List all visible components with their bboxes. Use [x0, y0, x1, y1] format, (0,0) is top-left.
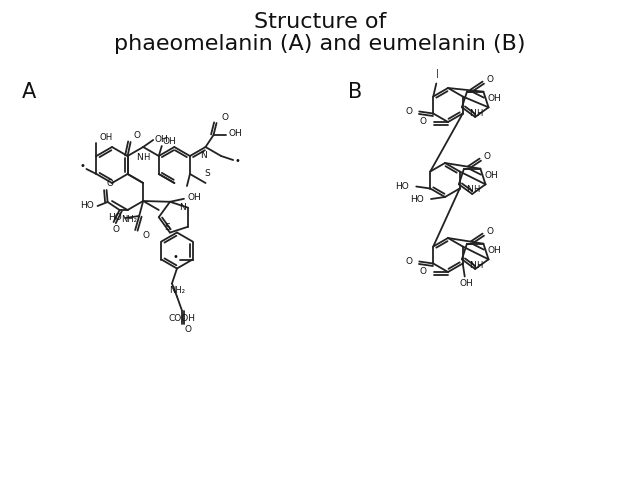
Text: O: O — [106, 180, 113, 189]
Text: O: O — [185, 325, 192, 334]
Text: O: O — [134, 132, 141, 141]
Text: N: N — [180, 203, 186, 212]
Text: OH: OH — [487, 94, 501, 103]
Text: O: O — [486, 227, 493, 236]
Text: HO: HO — [80, 201, 93, 209]
Text: N: N — [469, 108, 476, 118]
Text: OH: OH — [99, 132, 113, 142]
Text: N: N — [136, 153, 143, 161]
Text: NH₂: NH₂ — [169, 286, 185, 295]
Text: S: S — [205, 169, 211, 179]
Text: A: A — [22, 82, 36, 102]
Text: O: O — [221, 112, 228, 121]
Text: HO: HO — [396, 182, 409, 191]
Text: H: H — [476, 261, 483, 269]
Text: O: O — [142, 230, 149, 240]
Text: B: B — [348, 82, 362, 102]
Text: •: • — [234, 156, 240, 166]
Text: OH: OH — [163, 137, 177, 146]
Text: phaeomelanin (A) and eumelanin (B): phaeomelanin (A) and eumelanin (B) — [115, 34, 525, 54]
Text: HO: HO — [410, 194, 424, 204]
Text: N: N — [469, 261, 476, 269]
Text: O: O — [112, 225, 119, 233]
Text: HO: HO — [108, 213, 122, 221]
Text: O: O — [420, 267, 427, 276]
Text: N: N — [200, 152, 207, 160]
Text: OH: OH — [154, 134, 168, 144]
Text: OH: OH — [228, 129, 243, 137]
Text: |: | — [436, 69, 438, 77]
Text: H: H — [476, 108, 483, 118]
Text: NH₂: NH₂ — [122, 216, 138, 225]
Text: •: • — [79, 161, 85, 171]
Text: O: O — [405, 257, 412, 266]
Text: O: O — [486, 75, 493, 84]
Text: N: N — [466, 185, 472, 194]
Text: OH: OH — [484, 171, 498, 180]
Text: H: H — [473, 185, 479, 194]
Text: Structure of: Structure of — [254, 12, 386, 32]
Text: OH: OH — [487, 246, 501, 255]
Text: OH: OH — [187, 193, 201, 202]
Text: O: O — [405, 107, 412, 116]
Text: OH: OH — [460, 279, 474, 288]
Text: •: • — [173, 252, 179, 263]
Text: COOH: COOH — [168, 314, 195, 323]
Text: S: S — [164, 223, 170, 232]
Text: O: O — [483, 152, 490, 161]
Text: O: O — [420, 118, 427, 127]
Text: H: H — [143, 153, 149, 161]
